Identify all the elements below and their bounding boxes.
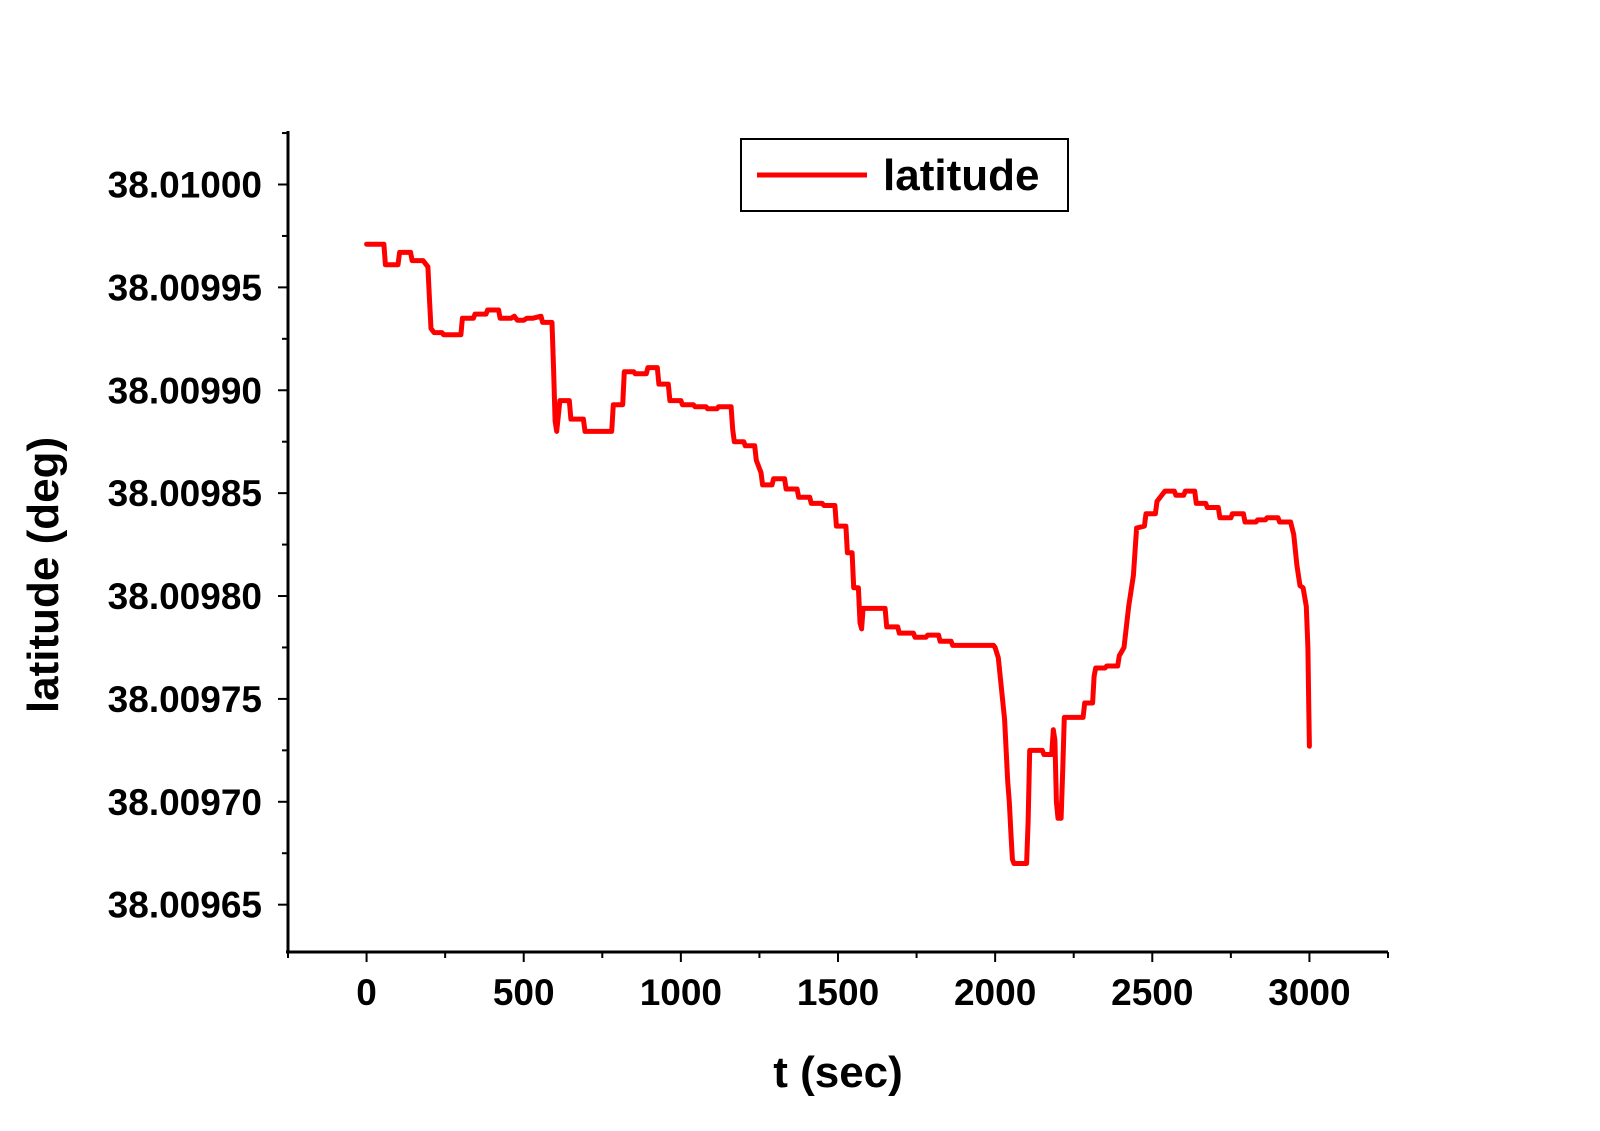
axes: [286, 131, 1388, 954]
x-tick-label: 0: [356, 972, 377, 1013]
y-tick-label: 38.00970: [108, 782, 262, 823]
y-tick-label: 38.00995: [108, 267, 262, 308]
x-tick-label: 2000: [954, 972, 1036, 1013]
x-tick-label: 500: [493, 972, 555, 1013]
y-tick-label: 38.00985: [108, 473, 262, 514]
y-tick-label: 38.00975: [108, 679, 262, 720]
x-ticks: 0 500 1000 1500 2000 2500 3000: [287, 952, 1389, 1013]
y-tick-label: 38.00965: [108, 885, 262, 926]
series-line-latitude: [364, 241, 1312, 866]
x-axis-title: t (sec): [773, 1048, 903, 1097]
x-tick-label: 2500: [1111, 972, 1193, 1013]
y-axis-title: latitude (deg): [19, 437, 68, 713]
legend-label-latitude: latitude: [883, 151, 1039, 200]
plot-series: [364, 241, 1312, 866]
y-tick-label: 38.00990: [108, 370, 262, 411]
y-ticks: 38.00965 38.00970 38.00975 38.00980 38.00985…: [108, 132, 288, 926]
y-tick-label: 38.01000: [108, 164, 262, 205]
legend: latitude: [740, 138, 1069, 212]
x-tick-label: 3000: [1268, 972, 1350, 1013]
y-tick-label: 38.00980: [108, 576, 262, 617]
x-tick-label: 1500: [797, 972, 879, 1013]
x-tick-label: 1000: [640, 972, 722, 1013]
